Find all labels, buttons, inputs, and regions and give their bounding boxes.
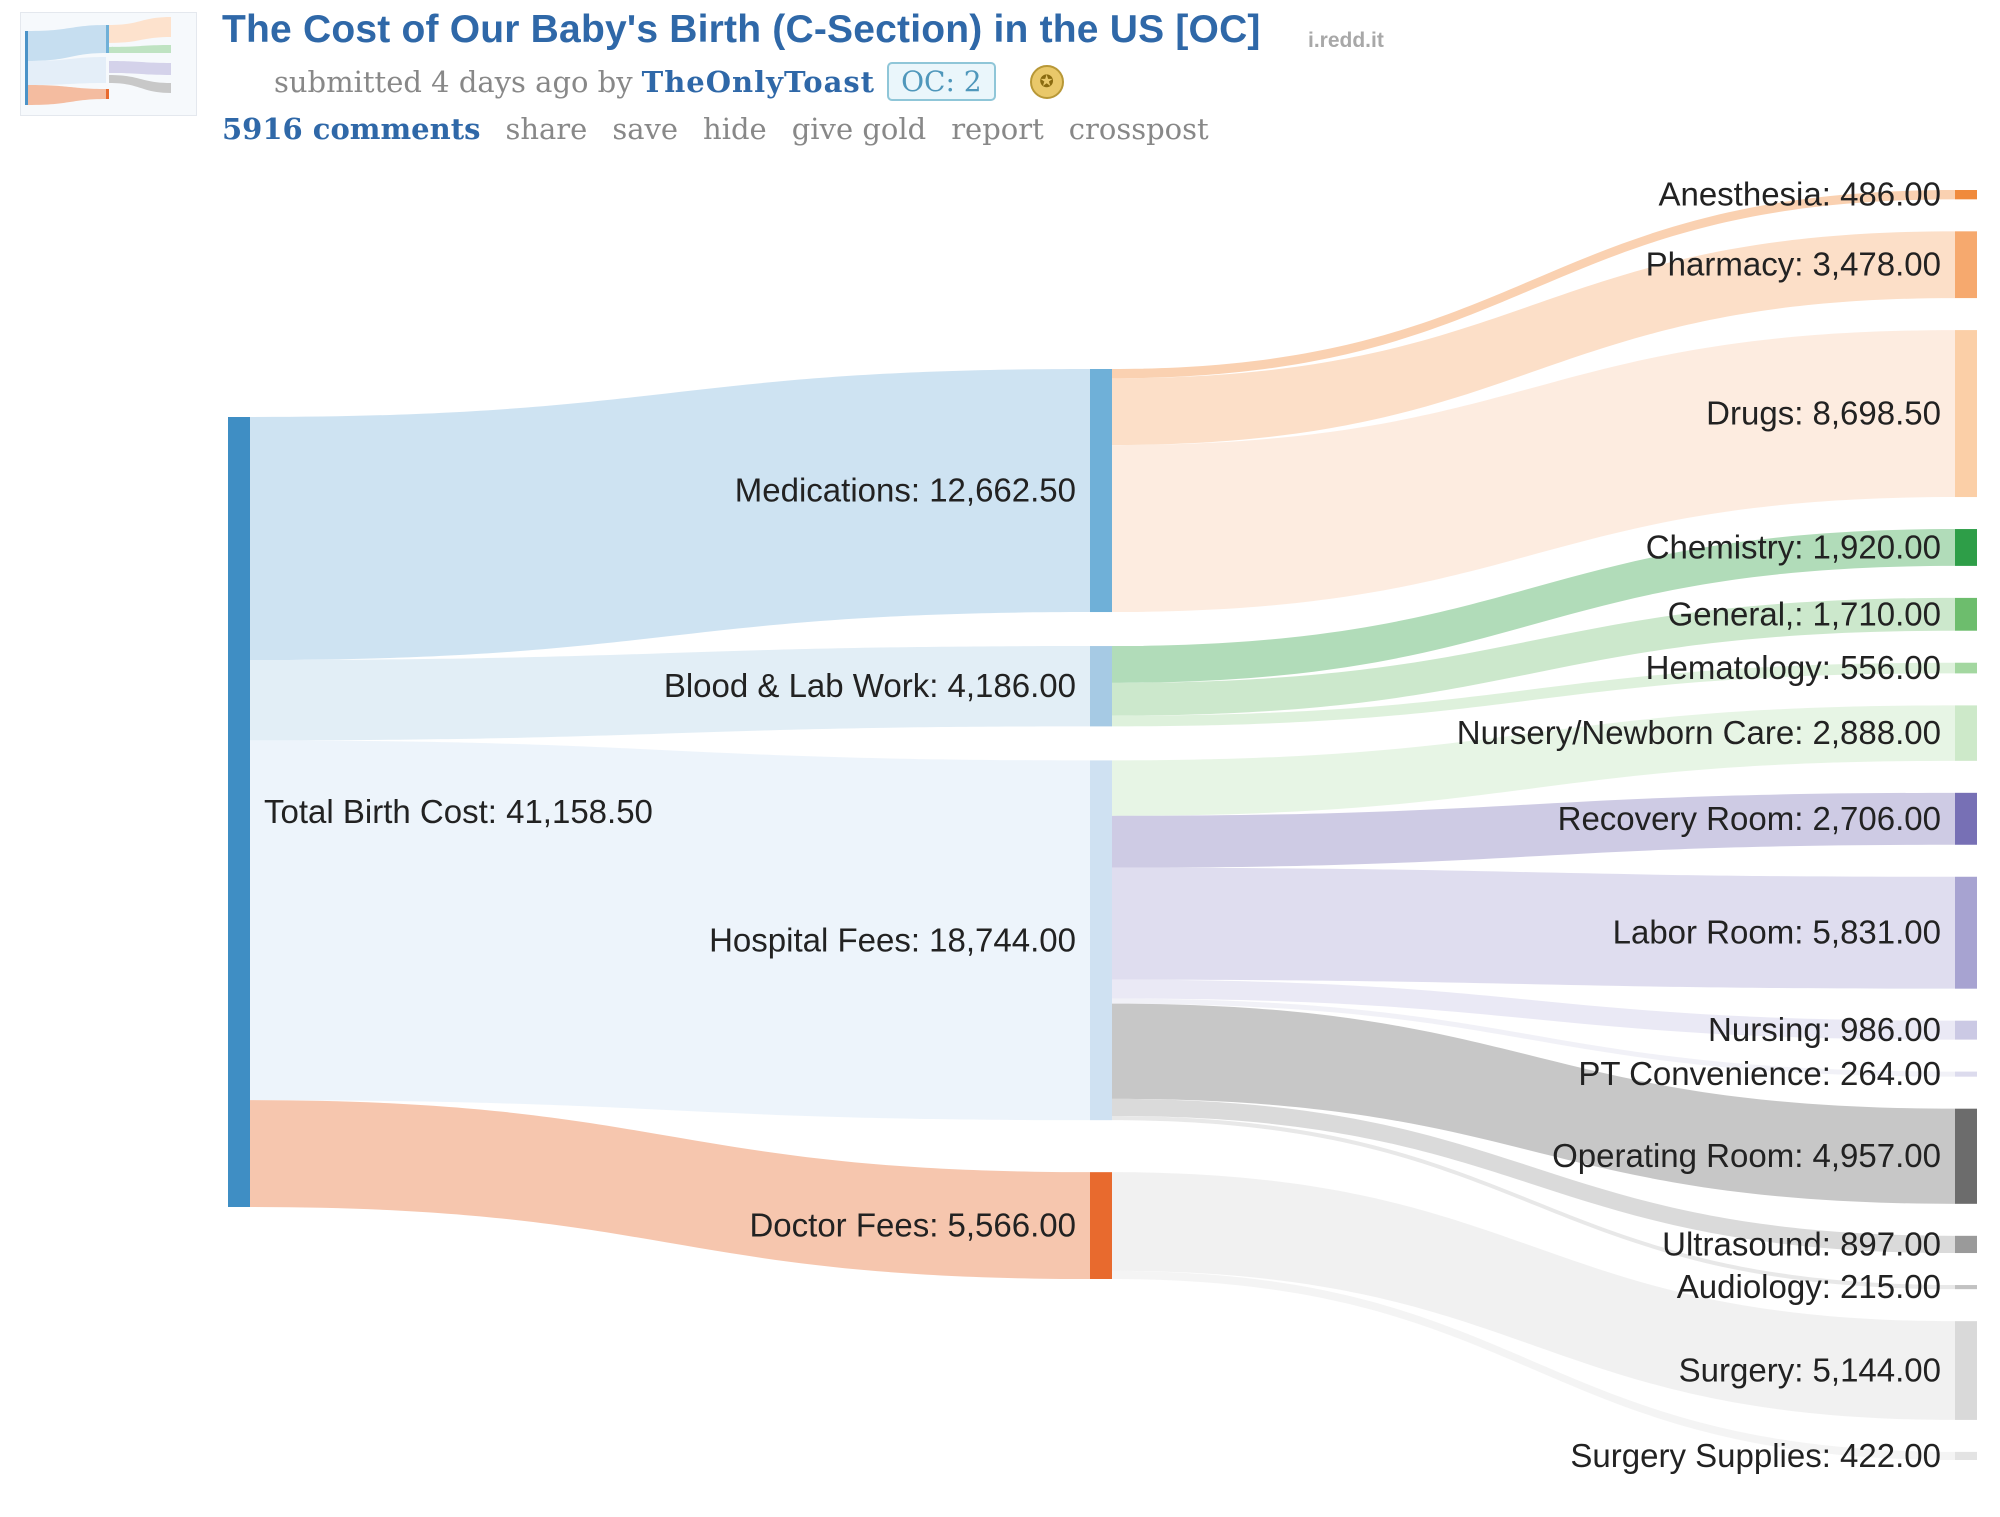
sankey-item-node [1955, 876, 1977, 989]
sankey-item-label: Nursery/Newborn Care: 2,888.00 [1457, 714, 1941, 751]
sankey-item-node [1955, 190, 1977, 200]
sankey-category-label: Medications: 12,662.50 [735, 472, 1076, 509]
sankey-flow-root-to-category [250, 369, 1090, 661]
trophy-icon: ✪ [1029, 64, 1064, 99]
sankey-item-node [1955, 1108, 1977, 1204]
thumbnail-mark [28, 57, 106, 85]
post-tagline: submitted 4 days ago by TheOnlyToast OC:… [274, 62, 1064, 101]
sankey-flow-category-to-item [1112, 1172, 1955, 1420]
sankey-flow-category-to-item [1112, 792, 1955, 868]
sankey-item-node [1955, 662, 1977, 674]
sankey-flow-root-to-category [250, 646, 1090, 741]
thumbnail-mark [28, 85, 106, 105]
sankey-category-node [1090, 369, 1112, 613]
save-button[interactable]: save [612, 112, 679, 146]
sankey-flow-category-to-item [1112, 998, 1955, 1077]
sankey-item-label: Recovery Room: 2,706.00 [1558, 800, 1941, 837]
sankey-label-layer: Anesthesia: 486.00 Pharmacy: 3,478.00 Drug… [264, 176, 1941, 1474]
sankey-flow-root-to-category [250, 1100, 1090, 1279]
thumbnail-mark [109, 17, 171, 43]
hide-button[interactable]: hide [703, 112, 767, 146]
report-button[interactable]: report [951, 112, 1044, 146]
sankey-flow-category-to-item [1112, 979, 1955, 1040]
sankey-item-label: Surgery Supplies: 422.00 [1570, 1437, 1941, 1474]
submitted-text: submitted 4 days ago by [274, 64, 633, 99]
sankey-item-node [1955, 330, 1977, 498]
sankey-item-label: Operating Room: 4,957.00 [1552, 1137, 1941, 1174]
thumbnail-mark [109, 75, 171, 93]
sankey-item-node [1955, 597, 1977, 631]
sankey-category-label: Blood & Lab Work: 4,186.00 [664, 667, 1076, 704]
give-gold-button[interactable]: give gold [791, 112, 927, 146]
sankey-flow-category-to-item [1112, 867, 1955, 989]
sankey-item-node [1955, 1285, 1977, 1290]
sankey-item-label: Labor Room: 5,831.00 [1613, 914, 1941, 951]
sankey-flow-root-to-category [250, 740, 1090, 1121]
total-birth-cost-node [228, 417, 250, 1207]
post-action-buttons: 5916 comments share save hide give gold … [222, 112, 1234, 146]
sankey-item-node [1955, 1071, 1977, 1077]
sankey-flow-category-to-item [1112, 529, 1955, 683]
sankey-node-layer [228, 190, 1977, 1460]
thumbnail-preview-image [25, 17, 171, 105]
sankey-item-label: Audiology: 215.00 [1677, 1268, 1941, 1305]
crosspost-button[interactable]: crosspost [1068, 112, 1209, 146]
sankey-category-label: Doctor Fees: 5,566.00 [749, 1207, 1076, 1244]
sankey-flow-category-to-item [1112, 190, 1955, 379]
sankey-item-node [1955, 1235, 1977, 1254]
sankey-item-node [1955, 1020, 1977, 1040]
post-title-link[interactable]: The Cost of Our Baby's Birth (C-Section)… [222, 8, 1261, 51]
sankey-flow-category-to-item [1112, 1270, 1955, 1460]
thumbnail-mark [109, 61, 171, 75]
sankey-category-node [1090, 760, 1112, 1121]
sankey-flow-category-to-item [1112, 662, 1955, 727]
sankey-item-label: Ultrasound: 897.00 [1662, 1225, 1941, 1262]
sankey-item-node [1955, 1321, 1977, 1420]
thumbnail-mark [28, 25, 106, 61]
comments-link[interactable]: 5916 comments [222, 112, 481, 146]
thumbnail-mark [109, 45, 171, 53]
thumbnail-mark [106, 89, 109, 99]
sankey-item-label: Surgery: 5,144.00 [1679, 1352, 1941, 1389]
sankey-item-node [1955, 231, 1977, 299]
sankey-chart: Anesthesia: 486.00 Pharmacy: 3,478.00 Drug… [228, 176, 1977, 1474]
sankey-item-label: Hematology: 556.00 [1646, 649, 1941, 686]
user-flair-badge: OC: 2 [887, 62, 996, 101]
sankey-item-label: Nursing: 986.00 [1708, 1011, 1941, 1048]
author-link[interactable]: TheOnlyToast [641, 64, 876, 99]
sankey-item-label: Drugs: 8,698.50 [1706, 395, 1941, 432]
post-header: The Cost of Our Baby's Birth (C-Section)… [0, 0, 2000, 165]
sankey-item-node [1955, 1451, 1977, 1460]
total-birth-cost-label: Total Birth Cost: 41,158.50 [264, 793, 653, 830]
sankey-item-label: Anesthesia: 486.00 [1658, 176, 1941, 213]
sankey-item-label: PT Convenience: 264.00 [1578, 1055, 1941, 1092]
sankey-category-node [1090, 646, 1112, 727]
sankey-flow-category-to-item [1112, 597, 1955, 716]
sankey-item-label: Chemistry: 1,920.00 [1646, 528, 1941, 565]
sankey-category-node [1090, 1172, 1112, 1279]
thumbnail-mark [106, 25, 109, 53]
sankey-flow-category-to-item [1112, 330, 1955, 613]
sankey-flow-layer [250, 190, 1955, 1460]
sankey-flow-category-to-item [1112, 1098, 1955, 1254]
sankey-flow-category-to-item [1112, 231, 1955, 446]
sankey-item-node [1955, 792, 1977, 845]
sankey-flow-category-to-item [1112, 1003, 1955, 1204]
sankey-item-node [1955, 705, 1977, 761]
sankey-category-label: Hospital Fees: 18,744.00 [709, 921, 1076, 958]
thumbnail-mark [25, 31, 28, 105]
sankey-flow-category-to-item [1112, 1116, 1955, 1290]
sankey-item-label: General,: 1,710.00 [1668, 595, 1941, 632]
post-thumbnail[interactable] [20, 12, 197, 116]
sankey-item-node [1955, 529, 1977, 566]
sankey-flow-category-to-item [1112, 705, 1955, 816]
share-button[interactable]: share [505, 112, 588, 146]
sankey-item-label: Pharmacy: 3,478.00 [1646, 246, 1941, 283]
post-domain-link[interactable]: i.redd.it [1308, 29, 1384, 52]
